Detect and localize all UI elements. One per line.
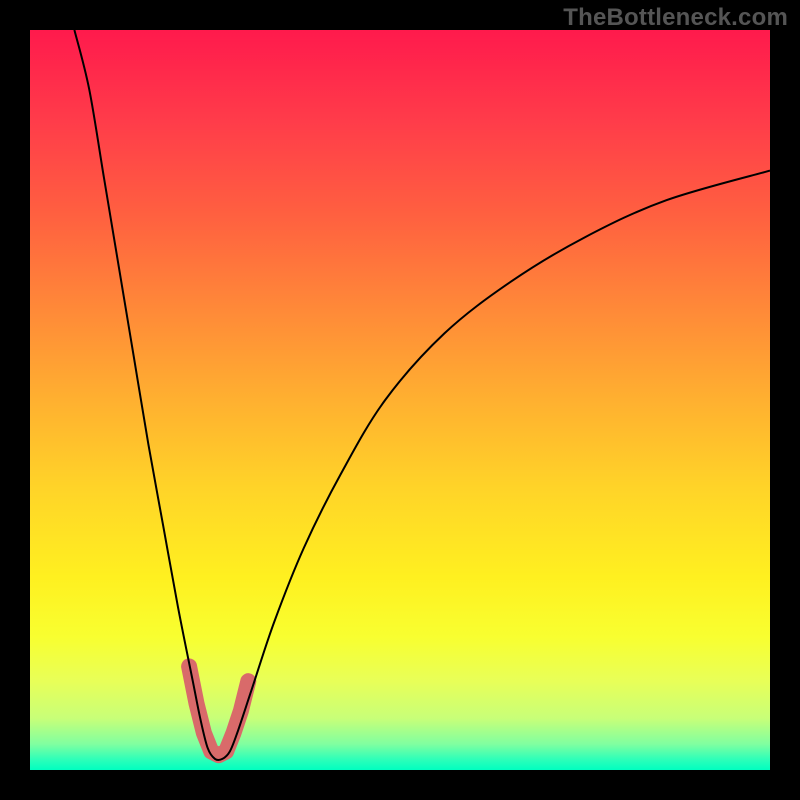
watermark-text: TheBottleneck.com [563,4,788,32]
chart-frame: TheBottleneck.com [0,0,800,800]
bottleneck-curve-chart [0,0,800,800]
